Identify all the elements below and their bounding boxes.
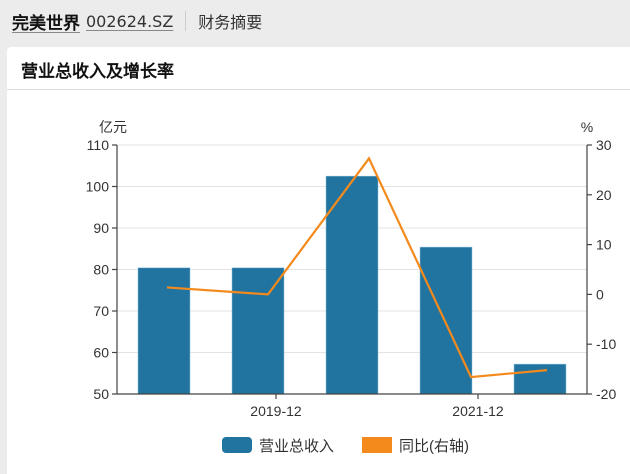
company-name-link[interactable]: 完美世界 [12,13,80,34]
revenue-bar[interactable] [231,267,285,395]
chart-card: 营业总收入及增长率 [7,47,630,474]
legend-revenue-swatch [222,437,252,453]
growth-rate-line[interactable] [166,156,548,379]
section-title: 财务摘要 [198,13,263,32]
revenue-bar[interactable] [513,363,567,395]
right-axis-label: 20 [596,187,612,203]
left-axis-label: 70 [93,303,109,319]
left-axis-label: 110 [87,137,110,153]
left-axis-label: 80 [93,262,109,278]
revenue-bar[interactable] [137,267,191,395]
legend-revenue-label[interactable]: 营业总收入 [259,438,334,455]
page-header: 完美世界 002624.SZ 财务摘要 [12,6,262,36]
left-axis-unit: 亿元 [99,119,127,135]
card-divider [7,89,630,90]
left-axis-label: 100 [86,179,110,195]
chart-title: 营业总收入及增长率 [21,62,174,82]
right-axis-label: 30 [596,137,612,153]
header-divider [185,11,187,31]
stock-code-link[interactable]: 002624.SZ [86,11,174,31]
x-axis-label: 2019-12 [250,403,302,419]
x-axis-label: 2021-12 [452,403,504,419]
right-axis-label: -20 [596,386,616,402]
revenue-bar[interactable] [325,175,379,395]
right-axis-unit: % [581,119,593,135]
legend-growth-swatch [362,437,392,453]
left-axis-label: 50 [93,386,109,402]
left-axis-label: 60 [93,345,109,361]
right-axis-label: 10 [596,237,612,253]
right-axis-label: 0 [596,286,604,302]
revenue-bar[interactable] [419,246,473,395]
right-axis-label: -10 [596,336,616,352]
legend-growth-label[interactable]: 同比(右轴) [399,438,469,455]
left-axis-label: 90 [93,220,109,236]
